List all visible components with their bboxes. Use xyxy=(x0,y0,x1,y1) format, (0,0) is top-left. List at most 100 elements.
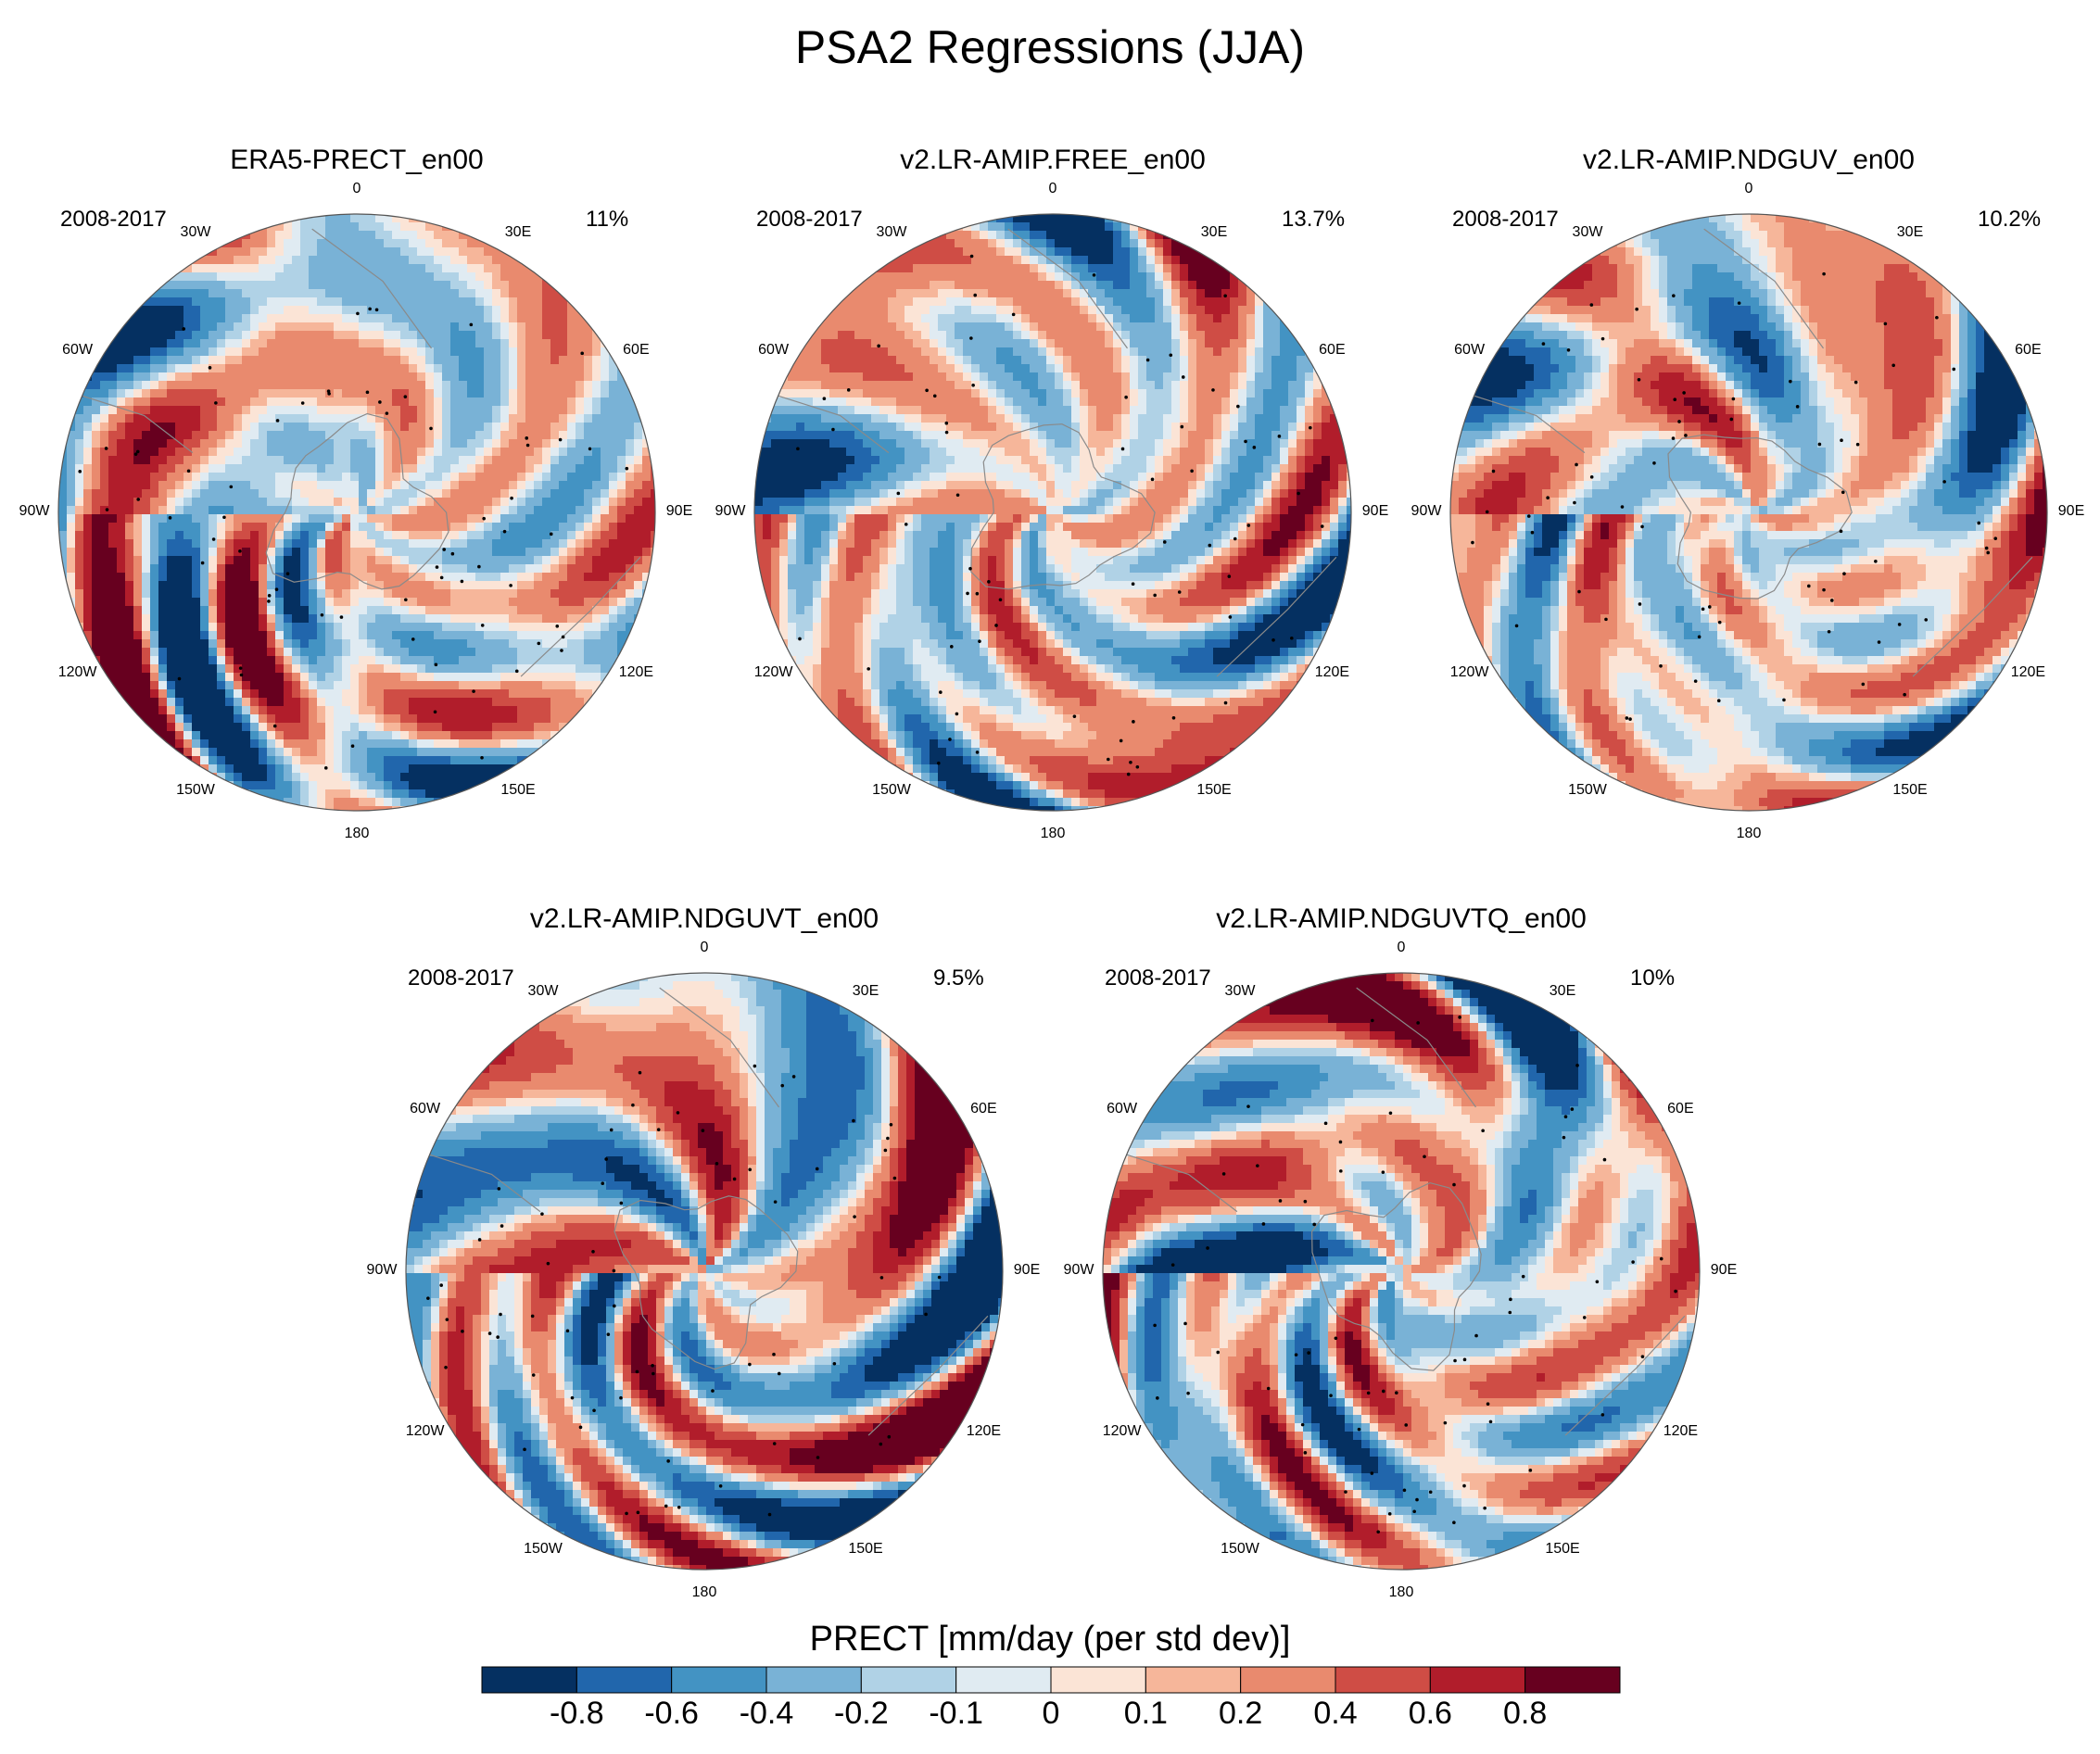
field-cell xyxy=(896,331,905,340)
field-cell xyxy=(450,614,460,624)
field-cell xyxy=(946,297,955,307)
field-cell xyxy=(1046,306,1056,315)
field-cell xyxy=(500,331,510,340)
field-cell xyxy=(309,272,318,282)
field-cell xyxy=(509,673,518,682)
field-cell xyxy=(576,456,585,465)
field-cell xyxy=(183,439,193,448)
field-cell xyxy=(576,514,585,524)
field-cell xyxy=(200,406,209,415)
field-cell xyxy=(175,706,184,715)
field-cell xyxy=(259,698,268,707)
field-cell xyxy=(417,414,426,423)
field-cell xyxy=(67,581,76,590)
field-cell xyxy=(334,623,343,632)
field-cell xyxy=(1071,222,1081,232)
field-cell xyxy=(484,498,493,507)
field-cell xyxy=(400,548,410,557)
field-cell xyxy=(459,731,468,740)
field-cell xyxy=(242,539,251,549)
field-cell xyxy=(517,764,526,774)
field-cell xyxy=(342,423,351,432)
field-cell xyxy=(200,531,209,540)
field-cell xyxy=(225,714,234,724)
field-cell xyxy=(367,606,376,615)
field-cell xyxy=(559,331,568,340)
field-cell xyxy=(292,581,301,590)
field-cell xyxy=(100,639,109,649)
field-cell xyxy=(75,506,84,515)
field-cell xyxy=(417,806,426,811)
field-cell xyxy=(200,648,209,657)
field-cell xyxy=(517,339,526,348)
field-cell xyxy=(392,239,401,248)
field-cell xyxy=(317,456,326,465)
field-cell xyxy=(442,389,451,398)
field-cell xyxy=(1138,247,1147,257)
field-cell xyxy=(325,798,335,807)
field-cell xyxy=(92,498,101,507)
field-cell xyxy=(350,397,360,407)
field-cell xyxy=(325,581,335,590)
field-cell xyxy=(425,689,435,699)
field-cell xyxy=(542,631,551,640)
field-cell xyxy=(871,264,880,273)
field-cell xyxy=(117,648,126,657)
field-cell xyxy=(259,798,268,807)
field-cell xyxy=(183,523,193,532)
field-cell xyxy=(576,548,585,557)
field-cell xyxy=(108,689,118,699)
field-cell xyxy=(325,789,335,799)
field-cell xyxy=(250,739,259,749)
field-cell xyxy=(225,272,234,282)
field-cell xyxy=(175,598,184,607)
field-cell xyxy=(467,464,476,473)
field-cell xyxy=(284,464,293,473)
field-cell xyxy=(1055,239,1064,248)
field-cell xyxy=(509,573,518,582)
field-cell xyxy=(434,639,443,649)
field-cell xyxy=(334,539,343,549)
field-cell xyxy=(200,289,209,298)
field-cell xyxy=(242,706,251,715)
field-cell xyxy=(425,439,435,448)
field-cell xyxy=(609,506,618,515)
field-cell xyxy=(375,347,385,357)
field-cell xyxy=(525,573,535,582)
field-cell xyxy=(242,272,251,282)
field-cell xyxy=(392,339,401,348)
field-cell xyxy=(1230,264,1239,273)
field-cell xyxy=(938,239,947,248)
field-cell xyxy=(434,339,443,348)
field-cell xyxy=(334,389,343,398)
field-cell xyxy=(484,347,493,357)
field-cell xyxy=(955,314,964,323)
field-cell xyxy=(242,322,251,332)
field-cell xyxy=(450,606,460,615)
field-cell xyxy=(938,256,947,265)
field-cell xyxy=(225,648,234,657)
field-cell xyxy=(559,406,568,415)
field-cell xyxy=(250,364,259,373)
field-cell xyxy=(334,673,343,682)
field-cell xyxy=(634,423,643,432)
field-cell xyxy=(67,448,76,457)
field-cell xyxy=(509,506,518,515)
field-cell xyxy=(267,706,276,715)
field-cell xyxy=(284,723,293,732)
field-cell xyxy=(1238,314,1247,323)
field-cell xyxy=(1021,247,1031,257)
field-cell xyxy=(576,573,585,582)
field-cell xyxy=(150,531,159,540)
field-cell xyxy=(108,556,118,565)
field-cell xyxy=(863,306,872,315)
field-cell xyxy=(576,448,585,457)
field-cell xyxy=(642,556,652,565)
field-cell xyxy=(259,247,268,257)
field-cell xyxy=(375,564,385,574)
field-cell xyxy=(183,606,193,615)
field-cell xyxy=(634,439,643,448)
field-cell xyxy=(100,664,109,674)
field-cell xyxy=(150,464,159,473)
field-cell xyxy=(1171,256,1181,265)
